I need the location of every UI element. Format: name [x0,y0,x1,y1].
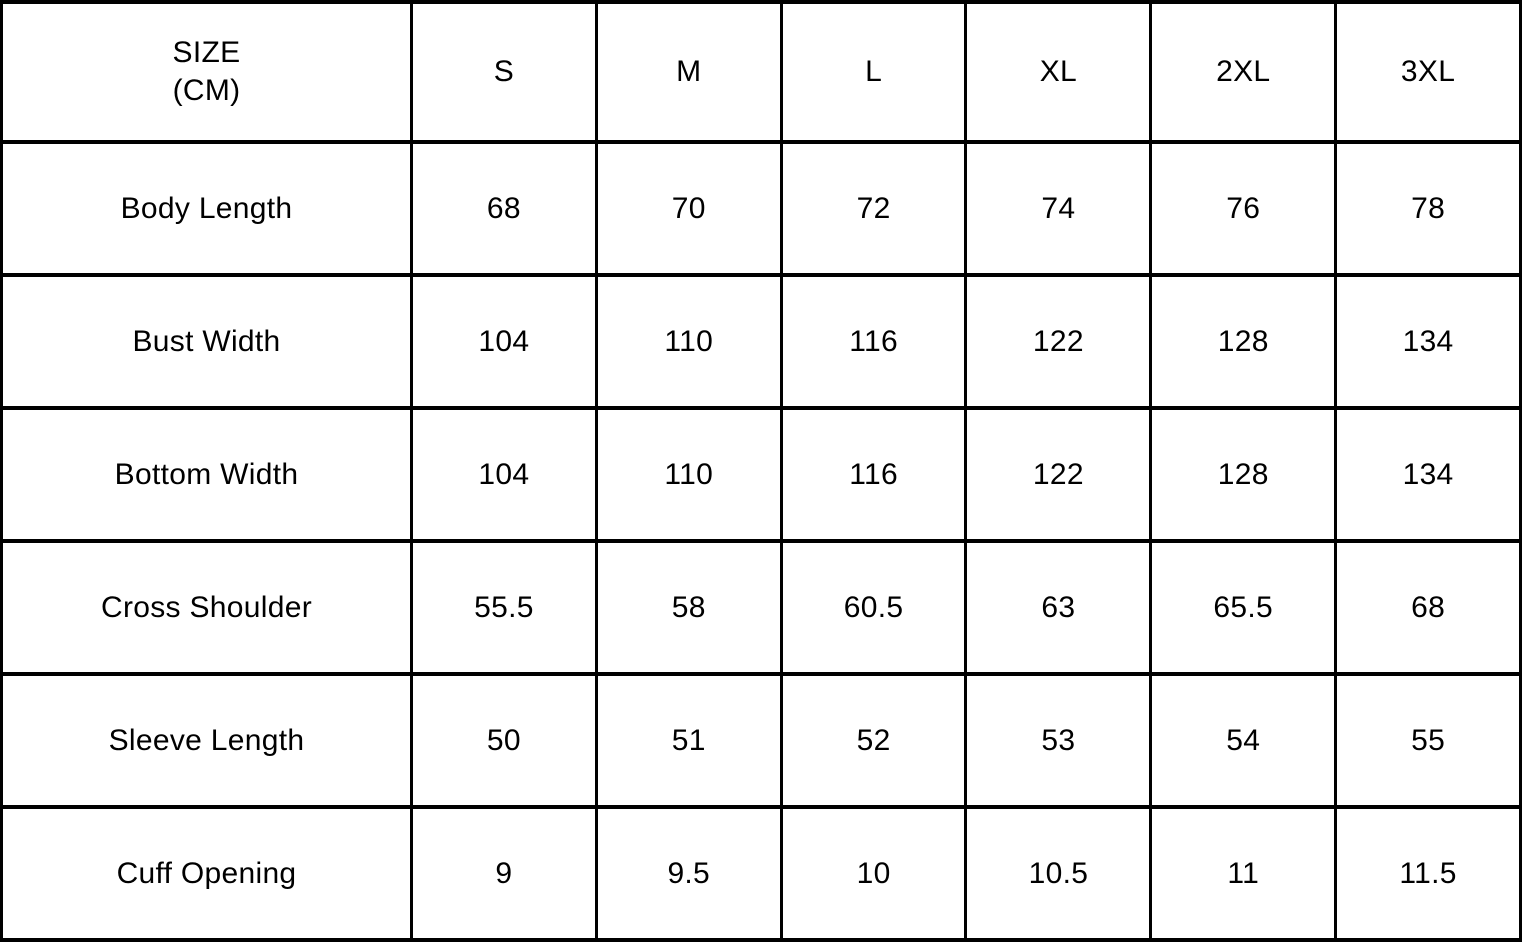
table-cell: 11.5 [1334,805,1522,942]
row-label: Bottom Width [0,406,413,543]
row-label: Cuff Opening [0,805,413,942]
table-cell: 104 [410,273,598,410]
column-header-l: L [779,0,968,144]
table-row-body-length: Body Length 68 70 72 74 76 78 [0,140,1522,277]
table-cell: 110 [594,273,783,410]
table-cell: 116 [779,273,968,410]
table-cell: 78 [1334,140,1522,277]
table-cell: 68 [1334,539,1522,676]
table-cell: 58 [594,539,783,676]
table-row-bust-width: Bust Width 104 110 116 122 128 134 [0,273,1522,410]
table-cell: 128 [1149,406,1338,543]
table-cell: 128 [1149,273,1338,410]
column-header-xl: XL [964,0,1153,144]
table-cell: 55 [1334,672,1522,809]
table-cell: 54 [1149,672,1338,809]
row-label: Sleeve Length [0,672,413,809]
table-cell: 72 [779,140,968,277]
table-cell: 10.5 [964,805,1153,942]
column-header-2xl: 2XL [1149,0,1338,144]
corner-header-line2: (CM) [172,74,241,107]
corner-header-line1: SIZE [172,36,241,69]
table-cell: 63 [964,539,1153,676]
table-cell: 11 [1149,805,1338,942]
table-cell: 68 [410,140,598,277]
column-header-m: M [594,0,783,144]
table-cell: 116 [779,406,968,543]
table-cell: 10 [779,805,968,942]
table-row-bottom-width: Bottom Width 104 110 116 122 128 134 [0,406,1522,543]
table-row-sleeve-length: Sleeve Length 50 51 52 53 54 55 [0,672,1522,809]
corner-header-cell: SIZE (CM) [0,0,413,144]
header-row: SIZE (CM) S M L XL 2XL 3XL [0,0,1522,144]
table-cell: 52 [779,672,968,809]
table-row-cuff-opening: Cuff Opening 9 9.5 10 10.5 11 11.5 [0,805,1522,942]
table-cell: 9.5 [594,805,783,942]
table-cell: 55.5 [410,539,598,676]
table-cell: 134 [1334,273,1522,410]
table-cell: 50 [410,672,598,809]
row-label: Bust Width [0,273,413,410]
column-header-3xl: 3XL [1334,0,1522,144]
table-cell: 74 [964,140,1153,277]
table-cell: 134 [1334,406,1522,543]
table-cell: 51 [594,672,783,809]
row-label: Cross Shoulder [0,539,413,676]
table-cell: 76 [1149,140,1338,277]
table-cell: 70 [594,140,783,277]
table-cell: 110 [594,406,783,543]
table-cell: 122 [964,273,1153,410]
table-cell: 53 [964,672,1153,809]
table-cell: 122 [964,406,1153,543]
column-header-s: S [410,0,598,144]
table-cell: 9 [410,805,598,942]
table-cell: 60.5 [779,539,968,676]
table-row-cross-shoulder: Cross Shoulder 55.5 58 60.5 63 65.5 68 [0,539,1522,676]
table-cell: 104 [410,406,598,543]
row-label: Body Length [0,140,413,277]
table-cell: 65.5 [1149,539,1338,676]
